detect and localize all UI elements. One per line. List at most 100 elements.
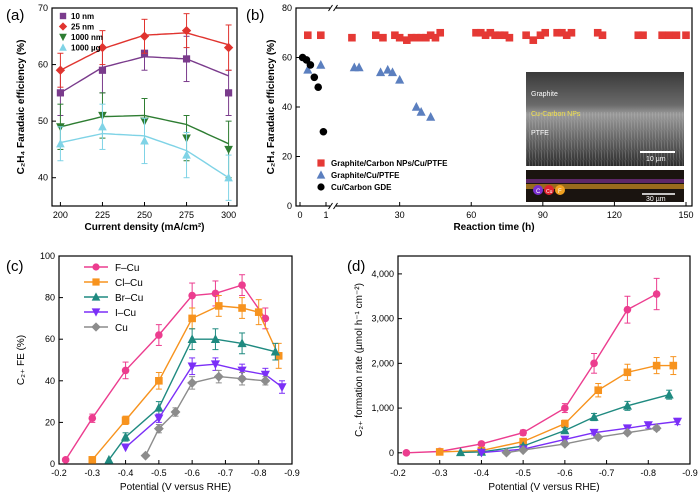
- c-ylabel: C₂₊ FE (%): [16, 335, 27, 385]
- b-point: [598, 31, 607, 40]
- a-point: [56, 139, 65, 148]
- c-point: [121, 443, 131, 453]
- d-xtick-label: -0.7: [599, 468, 615, 478]
- b-point: [486, 28, 495, 37]
- d-point: [560, 425, 570, 435]
- a-ytick-label: 60: [38, 60, 48, 70]
- d-point: [672, 417, 683, 427]
- c-point: [187, 377, 198, 388]
- c-point: [88, 414, 97, 423]
- d-ytick-label: 2,000: [371, 358, 394, 368]
- d-point: [476, 448, 486, 458]
- d-xtick-label: -0.6: [557, 468, 573, 478]
- panel-label-a: (a): [6, 7, 24, 24]
- b-point: [407, 33, 416, 42]
- d-ytick-label: 3,000: [371, 314, 394, 324]
- c-frame: [58, 255, 293, 465]
- b-ytick-label: 80: [282, 3, 292, 13]
- b-point: [658, 31, 666, 40]
- a-ytick-label: 50: [38, 116, 48, 126]
- c-ytick-label: 100: [40, 251, 55, 261]
- b-xtick-label: 30: [395, 210, 405, 220]
- c-ytick-label: 20: [45, 417, 55, 427]
- c-point: [187, 362, 197, 372]
- a-point: [224, 89, 233, 97]
- b-ytick-label: 60: [282, 53, 292, 63]
- c-point: [188, 291, 196, 300]
- eds-label-f: F: [558, 189, 562, 195]
- b-point: [310, 73, 319, 82]
- a-xtick-label: 225: [95, 210, 110, 220]
- b-legend-label: Graphite/Cu/PTFE: [331, 171, 400, 180]
- d-point: [594, 386, 603, 394]
- b-xtick-label: 150: [678, 210, 693, 220]
- sem-label-graphite: Graphite: [531, 91, 558, 98]
- c-legend-marker: [92, 263, 100, 271]
- b-ytick-label: 20: [282, 152, 292, 162]
- b-point: [348, 33, 356, 42]
- d-point: [643, 421, 653, 431]
- b-point: [558, 28, 566, 37]
- a-point: [98, 66, 107, 74]
- d-ytick-label: 4,000: [371, 269, 394, 279]
- d-point: [561, 404, 569, 412]
- d-point: [623, 368, 632, 377]
- c-point: [210, 360, 221, 370]
- d-point: [519, 428, 527, 437]
- c-point: [170, 407, 181, 417]
- c-point: [155, 331, 163, 339]
- a-ytick-label: 40: [38, 173, 48, 183]
- a-ytick-label: 70: [38, 3, 48, 13]
- b-legend-marker: [317, 183, 325, 191]
- b-point: [500, 31, 509, 40]
- b-point: [505, 33, 514, 42]
- b-point: [319, 127, 328, 136]
- c-point: [270, 346, 280, 356]
- d-series-line: [406, 293, 657, 454]
- a-point: [140, 136, 149, 145]
- c-point: [121, 432, 131, 441]
- b-point: [306, 61, 315, 69]
- d-point: [456, 447, 466, 457]
- b-break-mark: [333, 202, 338, 210]
- b-point: [376, 67, 386, 77]
- sem-label-ptfe: PTFE: [531, 130, 549, 137]
- b-point: [417, 33, 425, 42]
- b-xtick-label: 1: [323, 210, 328, 220]
- b-legend-label: Graphite/Carbon NPs/Cu/PTFE: [331, 159, 448, 168]
- c-ytick-label: 40: [45, 376, 55, 386]
- chart-c: -0.2 -0.3 -0.4 -0.5 -0.6 -0.7 -0.8 -0.9 0 20 40 60 8…: [16, 251, 300, 493]
- d-point: [669, 361, 678, 370]
- eds-label-c: C: [536, 189, 541, 195]
- b-point: [391, 31, 399, 40]
- c-legend-marker: [91, 308, 101, 317]
- b-point: [481, 31, 490, 40]
- b-point: [562, 31, 571, 40]
- b-point: [491, 31, 499, 40]
- c-xlabel: Potential (V versus RHE): [120, 482, 231, 493]
- a-ylabel: C₂H₄ Faradaic efficiency (%): [16, 40, 27, 175]
- c-point: [277, 383, 287, 392]
- a-point: [56, 89, 65, 97]
- a-xtick-label: 300: [221, 210, 236, 220]
- b-point: [496, 31, 504, 40]
- a-legend-marker: [59, 12, 67, 20]
- b-break-mark: [328, 202, 333, 210]
- a-legend-marker: [58, 22, 68, 31]
- c-point: [237, 338, 247, 348]
- d-point: [652, 361, 661, 370]
- b-point: [303, 64, 313, 74]
- b-point: [354, 62, 364, 72]
- chart-a: 200 225 250 275 300 40 50 60 70 Current density (…: [16, 3, 238, 233]
- a-legend-label: 1000 µg: [71, 44, 101, 53]
- a-point: [182, 150, 191, 159]
- d-point: [402, 449, 411, 457]
- b-legend-marker: [316, 170, 326, 179]
- b-point: [472, 28, 480, 37]
- b-point: [395, 74, 405, 84]
- b-point: [416, 107, 426, 116]
- b-point: [426, 31, 435, 40]
- d-point: [593, 432, 604, 443]
- d-xtick-label: -0.3: [432, 468, 448, 478]
- c-point: [155, 377, 163, 385]
